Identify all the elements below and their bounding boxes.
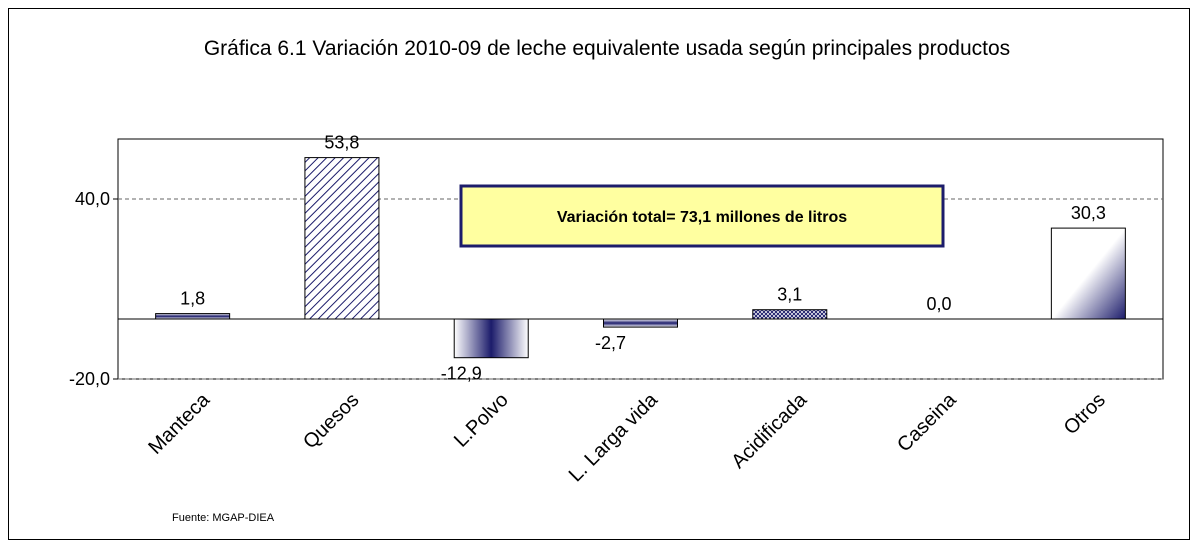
annotation: Variación total= 73,1 millones de litros xyxy=(557,209,847,226)
bar xyxy=(155,313,231,320)
bar xyxy=(752,309,828,320)
value-label: 3,1 xyxy=(777,285,802,305)
value-label: -12,9 xyxy=(441,364,482,384)
bar xyxy=(603,318,678,328)
value-label: 0,0 xyxy=(927,294,952,314)
x-tick-label: Quesos xyxy=(299,389,363,453)
x-tick-label: Manteca xyxy=(144,388,214,458)
plot-area xyxy=(117,138,1164,380)
chart-border xyxy=(8,8,1190,540)
x-tick-label: L.Polvo xyxy=(450,389,513,452)
x-tick-label: Acidificada xyxy=(727,388,812,473)
bar xyxy=(453,318,529,359)
source: Fuente: MGAP-DIEA xyxy=(172,512,275,524)
x-tick-label: L. Larga vida xyxy=(565,388,663,486)
value-label: -2,7 xyxy=(595,333,626,353)
value-label: 53,8 xyxy=(324,133,359,153)
bar xyxy=(1050,227,1126,320)
y-tick-label: 40,0 xyxy=(75,189,110,209)
x-tick-label: Caseina xyxy=(893,388,961,456)
chart-title: Gráfica 6.1 Variación 2010-09 de leche e… xyxy=(203,37,1011,60)
x-tick-label: Otros xyxy=(1060,389,1110,439)
bar xyxy=(304,157,380,320)
value-label: 30,3 xyxy=(1071,203,1106,223)
annotation-box xyxy=(459,184,945,248)
y-tick-label: -20,0 xyxy=(69,369,110,389)
value-label: 1,8 xyxy=(180,289,205,309)
